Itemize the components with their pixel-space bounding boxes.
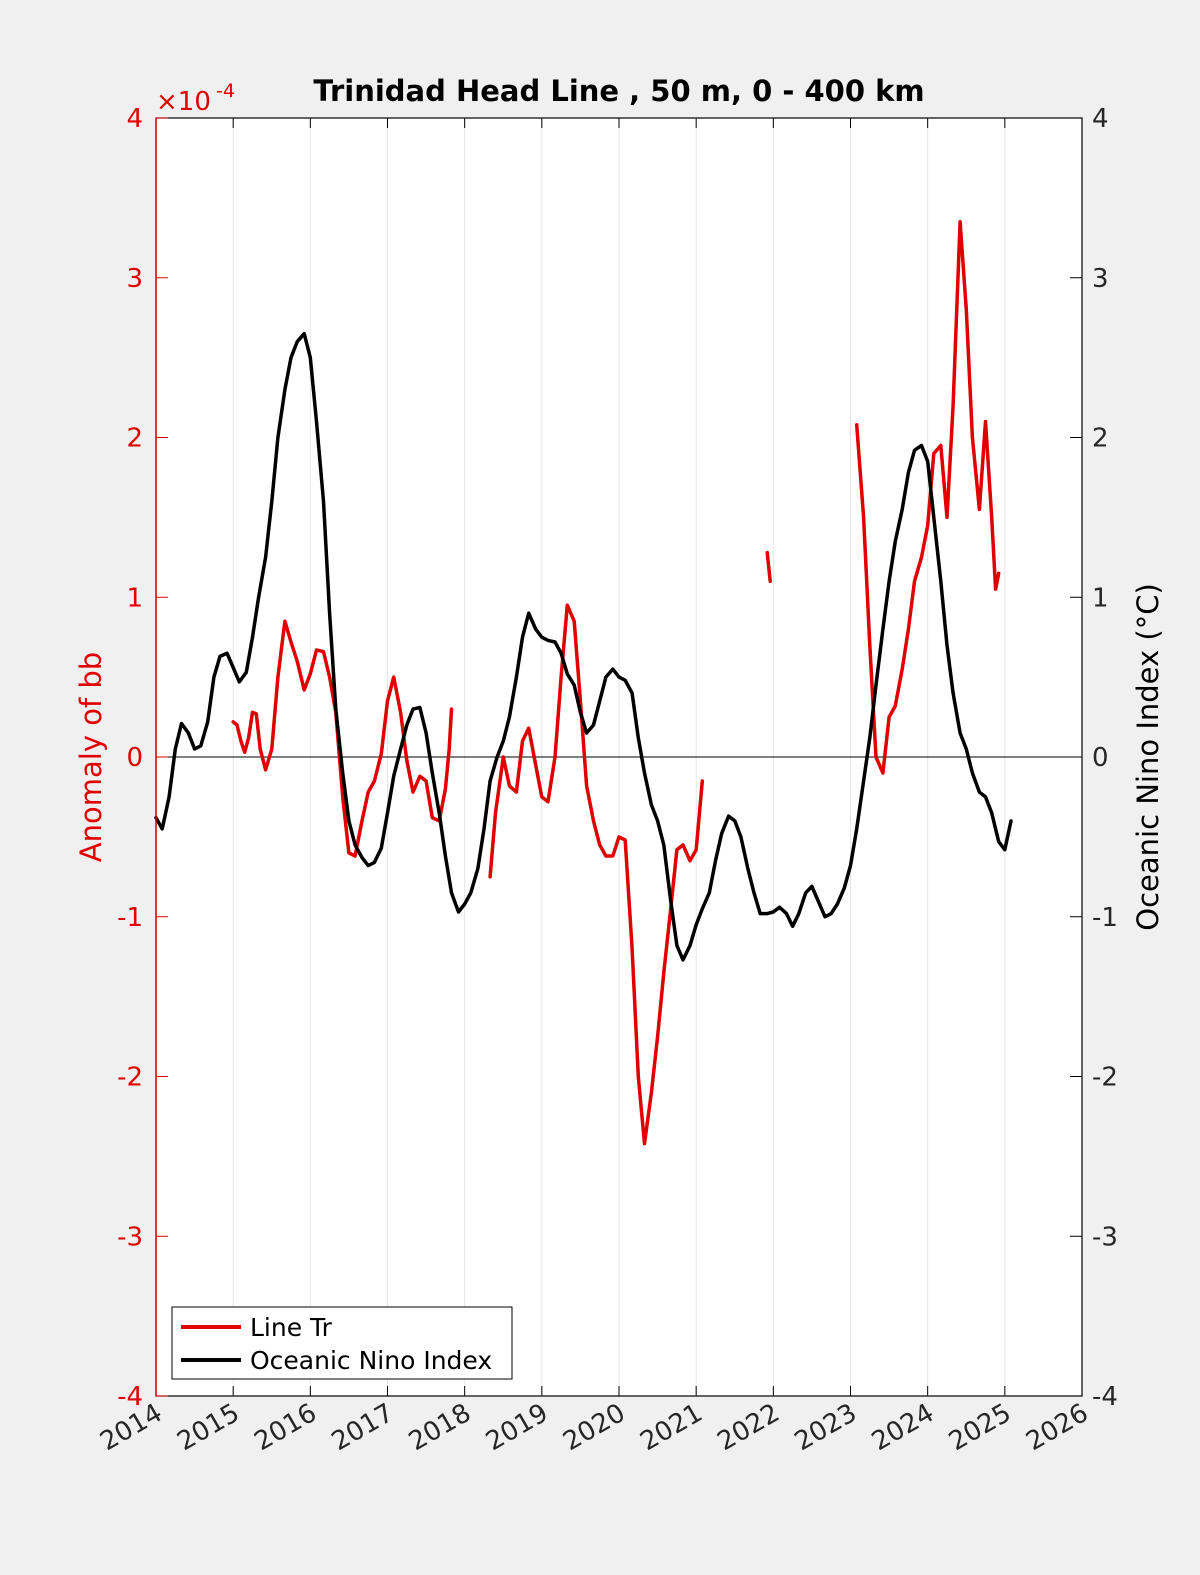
series-lines [154, 220, 1013, 1146]
chart-title: Trinidad Head Line , 50 m, 0 - 400 km [313, 74, 924, 108]
y-right-tick-label: 2 [1092, 424, 1109, 454]
left-exponent-base: ×10 [156, 87, 211, 117]
series-line-line-tr [488, 603, 705, 1146]
x-tick-label: 2026 [1021, 1398, 1093, 1457]
y-right-tick-label: -3 [1092, 1222, 1118, 1252]
y-axis-left-label: Anomaly of bb [74, 652, 108, 862]
x-tick-label: 2018 [404, 1398, 476, 1457]
tick-labels: 2 0 1 4 2015 2016 2017 2018 2019 2020 2021 2022 2023… [95, 104, 1118, 1457]
y-right-tick-label: -1 [1092, 903, 1118, 933]
y-right-tick-label: 0 [1092, 743, 1109, 773]
y-left-tick-label: 4 [126, 104, 143, 134]
y-left-tick-label: 2 [126, 424, 143, 454]
series-line-line-tr [765, 550, 772, 584]
left-exponent-power: -4 [216, 80, 235, 102]
y-left-tick-label: -3 [117, 1222, 143, 1252]
y-right-tick-label: 3 [1092, 264, 1109, 294]
legend: Line Tr Oceanic Nino Index [171, 1306, 513, 1380]
y-axis-right-label: Oceanic Nino Index (°C) [1131, 583, 1165, 931]
y-left-tick-label: -1 [117, 903, 143, 933]
x-tick-label: 2015 [172, 1398, 244, 1457]
x-tick-label: 2019 [481, 1398, 553, 1457]
x-tick-label: 2021 [635, 1398, 707, 1457]
axis-ticks [155, 117, 1083, 1397]
legend-label-oni: Oceanic Nino Index [250, 1346, 492, 1375]
y-right-tick-label: -2 [1092, 1063, 1118, 1093]
x-tick-label: 2022 [713, 1398, 785, 1457]
x-tick-label: 2016 [250, 1398, 322, 1457]
y-left-tick-label: 0 [126, 743, 143, 773]
y-right-tick-label: 1 [1092, 583, 1109, 613]
y-left-tick-label: -4 [117, 1382, 143, 1412]
x-tick-label: 2025 [944, 1398, 1016, 1457]
x-tick-label: 2024 [867, 1398, 939, 1457]
y-left-tick-label: 3 [126, 264, 143, 294]
x-tick-label: 2020 [558, 1398, 630, 1457]
y-right-tick-label: -4 [1092, 1382, 1118, 1412]
y-left-tick-label: -2 [117, 1063, 143, 1093]
x-tick-label: 2017 [327, 1398, 399, 1457]
legend-label-line-tr: Line Tr [250, 1313, 333, 1342]
series-line-oceanic-nino-index [154, 331, 1013, 962]
x-tick-label: 2023 [790, 1398, 862, 1457]
y-left-tick-label: 1 [126, 583, 143, 613]
y-right-tick-label: 4 [1092, 104, 1109, 134]
